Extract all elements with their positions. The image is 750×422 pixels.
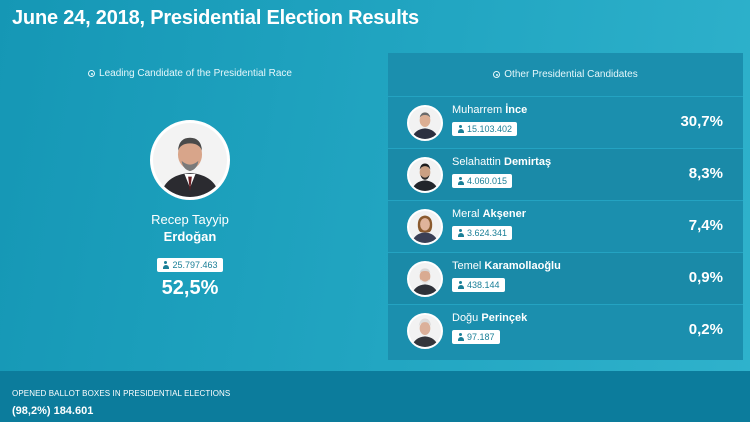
leader-votes-badge: 25.797.463	[157, 258, 223, 272]
avatar[interactable]	[150, 120, 230, 200]
leading-candidate-heading-label: Leading Candidate of the Presidential Ra…	[99, 68, 292, 79]
leader-percent: 52,5%	[161, 277, 219, 299]
portrait-icon	[409, 211, 441, 243]
candidate-votes-badge: 97.187	[452, 330, 500, 344]
candidate-name: Meral Akşener	[452, 208, 526, 220]
portrait-icon	[409, 159, 441, 191]
leader-votes: 25.797.463	[172, 260, 218, 270]
candidate-first-name: Muharrem	[452, 104, 503, 116]
candidate-percent: 0,2%	[688, 321, 723, 338]
leader-last-name: Erdoğan	[163, 229, 217, 244]
candidate-row-karamollaoglu[interactable]: Temel Karamollaoğlu 438.144 0,9%	[388, 252, 743, 304]
ballot-box-value: (98,2%) 184.601	[12, 405, 94, 417]
candidate-name: Temel Karamollaoğlu	[452, 260, 561, 272]
candidate-votes-badge: 15.103.402	[452, 122, 518, 136]
candidate-last-name: Perinçek	[481, 312, 528, 324]
candidate-votes-badge: 438.144	[452, 278, 505, 292]
candidate-percent: 7,4%	[688, 217, 723, 234]
other-candidates-panel: Other Presidential Candidates Muharrem İ…	[388, 53, 743, 360]
candidate-percent: 8,3%	[688, 165, 723, 182]
leading-candidate-panel: Leading Candidate of the Presidential Ra…	[0, 56, 380, 366]
candidate-percent: 0,9%	[688, 269, 723, 286]
person-icon	[457, 177, 464, 185]
candidate-row-aksener[interactable]: Meral Akşener 3.624.341 7,4%	[388, 200, 743, 252]
person-icon	[457, 229, 464, 237]
portrait-icon	[409, 315, 441, 347]
candidate-votes: 4.060.015	[467, 176, 508, 186]
person-icon	[162, 261, 169, 269]
candidate-votes: 15.103.402	[467, 124, 513, 134]
radio-dot-icon	[493, 71, 501, 78]
avatar	[407, 105, 443, 141]
candidate-row-ince[interactable]: Muharrem İnce 15.103.402 30,7%	[388, 96, 743, 148]
candidate-name: Doğu Perinçek	[452, 312, 527, 324]
candidate-name: Muharrem İnce	[452, 104, 527, 116]
candidate-last-name: Demirtaş	[504, 156, 552, 168]
candidate-first-name: Meral	[452, 208, 480, 220]
avatar	[407, 209, 443, 245]
avatar	[407, 313, 443, 349]
avatar	[407, 261, 443, 297]
candidate-votes: 97.187	[467, 332, 495, 342]
person-icon	[457, 333, 464, 341]
candidate-name: Selahattin Demirtaş	[452, 156, 551, 168]
candidate-votes: 3.624.341	[467, 228, 508, 238]
ballot-box-footer: OPENED BALLOT BOXES IN PRESIDENTIAL ELEC…	[0, 371, 750, 422]
portrait-icon	[409, 107, 441, 139]
leading-candidate-heading: Leading Candidate of the Presidential Ra…	[0, 68, 380, 79]
candidate-percent: 30,7%	[680, 113, 723, 130]
candidate-last-name: Akşener	[482, 208, 526, 220]
candidate-row-perincek[interactable]: Doğu Perinçek 97.187 0,2%	[388, 304, 743, 356]
page-title: June 24, 2018, Presidential Election Res…	[12, 7, 419, 29]
portrait-icon	[409, 263, 441, 295]
avatar	[407, 157, 443, 193]
person-icon	[457, 125, 464, 133]
candidate-votes-badge: 4.060.015	[452, 174, 513, 188]
candidate-last-name: Karamollaoğlu	[484, 260, 561, 272]
other-candidates-heading: Other Presidential Candidates	[388, 69, 743, 80]
person-icon	[457, 281, 464, 289]
candidate-votes-badge: 3.624.341	[452, 226, 513, 240]
other-candidates-heading-label: Other Presidential Candidates	[504, 69, 638, 80]
ballot-box-label: OPENED BALLOT BOXES IN PRESIDENTIAL ELEC…	[12, 389, 231, 398]
candidate-votes: 438.144	[467, 280, 500, 290]
candidate-first-name: Doğu	[452, 312, 479, 324]
portrait-icon	[153, 123, 227, 197]
candidate-last-name: İnce	[505, 104, 528, 116]
candidate-first-name: Temel	[452, 260, 482, 272]
candidate-row-demirtas[interactable]: Selahattin Demirtaş 4.060.015 8,3%	[388, 148, 743, 200]
leader-first-name: Recep Tayyip	[151, 212, 229, 227]
candidate-first-name: Selahattin	[452, 156, 501, 168]
radio-dot-icon	[88, 70, 96, 77]
